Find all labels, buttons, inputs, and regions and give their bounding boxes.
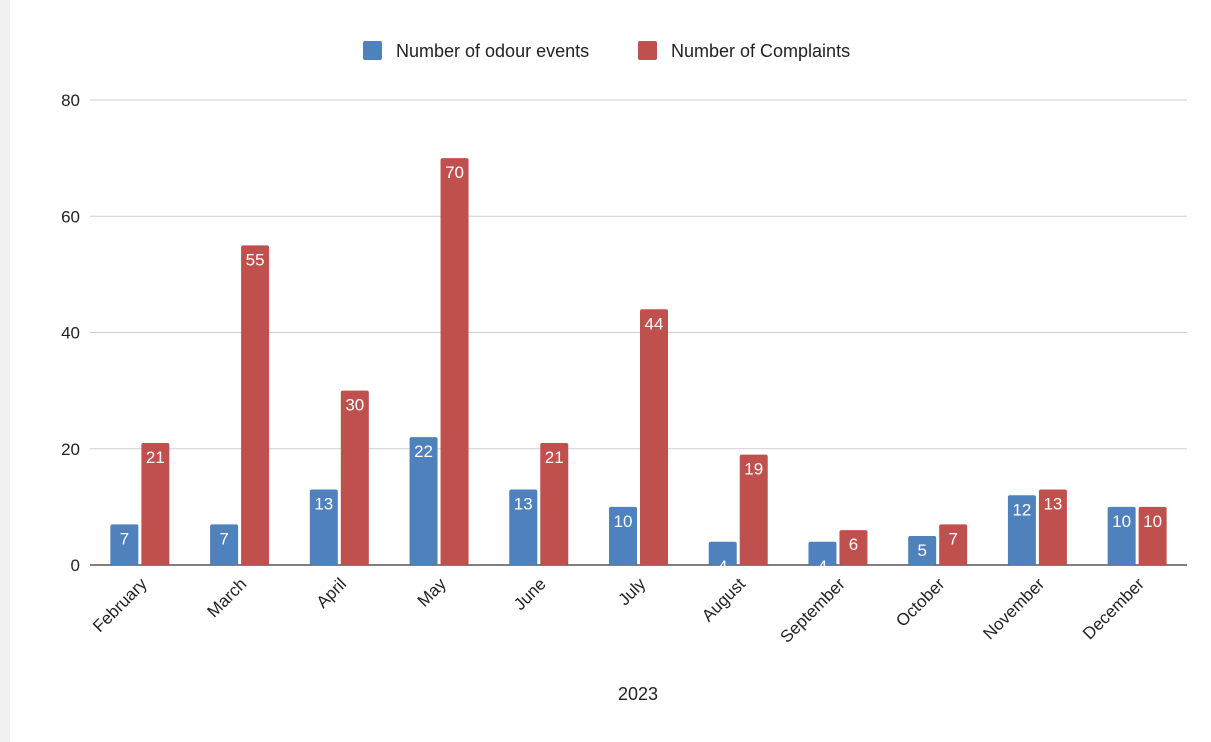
odour-events-bar[interactable]: [210, 524, 239, 565]
x-tick-label: December: [1079, 574, 1148, 643]
x-tick-label: June: [510, 574, 550, 614]
legend-item-odour-events[interactable]: Number of odour events: [363, 41, 589, 61]
y-tick-label: 60: [61, 207, 80, 226]
x-tick-label: July: [615, 574, 650, 609]
complaints-bar-label: 10: [1143, 512, 1162, 531]
x-tick-label: September: [777, 574, 849, 646]
complaints-bar[interactable]: [640, 309, 668, 565]
complaints-bar-label: 21: [545, 448, 564, 467]
odour-events-bar[interactable]: [409, 437, 438, 565]
odour-events-bar[interactable]: [1007, 495, 1036, 565]
complaints-bar[interactable]: [340, 390, 369, 565]
x-axis: February March April May June July August Septe…: [89, 574, 1148, 647]
odour-events-bar[interactable]: [609, 506, 637, 565]
complaints-bar-label: 44: [645, 314, 664, 333]
odour-events-bar-label: 13: [314, 494, 333, 513]
odour-events-bar-label: 4: [718, 557, 727, 576]
x-axis-title: 2023: [618, 684, 658, 704]
legend-label: Number of odour events: [396, 41, 589, 61]
y-tick-label: 80: [61, 91, 80, 110]
odour-events-bar-label: 5: [917, 541, 926, 560]
y-tick-label: 20: [61, 440, 80, 459]
complaints-bar[interactable]: [440, 158, 469, 565]
x-tick-label: March: [204, 574, 251, 621]
complaints-bar-label: 6: [849, 535, 858, 554]
y-axis: 0 20 40 60 80: [61, 91, 80, 575]
odour-events-bar[interactable]: [908, 535, 937, 565]
odour-events-bar[interactable]: [509, 489, 538, 565]
complaints-bar[interactable]: [939, 524, 968, 565]
y-tick-label: 40: [61, 324, 80, 343]
complaints-bar[interactable]: [1038, 489, 1067, 565]
complaints-bar-label: 19: [744, 460, 763, 479]
odour-events-bar[interactable]: [110, 524, 139, 565]
bars: [110, 158, 1167, 565]
complaints-bar[interactable]: [839, 530, 868, 565]
complaints-bar[interactable]: [141, 442, 170, 565]
legend-label: Number of Complaints: [671, 41, 850, 61]
odour-events-bar-label: 13: [514, 494, 533, 513]
odour-events-bar-label: 7: [120, 529, 129, 548]
x-tick-label: April: [313, 574, 350, 611]
odour-events-bar[interactable]: [808, 541, 837, 565]
complaints-bar-label: 30: [345, 396, 364, 415]
odour-events-bar[interactable]: [309, 489, 338, 565]
complaints-bar-label: 7: [948, 529, 957, 548]
odour-events-bar-label: 10: [1112, 512, 1131, 531]
complaints-bar[interactable]: [540, 442, 569, 565]
legend[interactable]: Number of odour events Number of Complain…: [363, 41, 850, 61]
gridlines: [90, 99, 1187, 566]
complaints-bar[interactable]: [739, 454, 768, 565]
odour-events-bar-label: 10: [614, 512, 633, 531]
x-tick-label: February: [89, 574, 151, 636]
odour-events-bar[interactable]: [1107, 506, 1136, 565]
x-tick-label: November: [979, 574, 1048, 643]
complaints-bar-label: 13: [1043, 494, 1062, 513]
complaints-bar[interactable]: [1138, 506, 1167, 565]
odour-events-bar-label: 4: [818, 557, 827, 576]
complaints-bar-label: 21: [146, 448, 165, 467]
y-tick-label: 0: [71, 556, 80, 575]
complaints-bar-label: 55: [246, 250, 265, 269]
odour-events-bar-label: 7: [219, 529, 228, 548]
legend-swatch: [363, 41, 382, 60]
complaints-bar[interactable]: [241, 245, 270, 565]
x-tick-label: October: [892, 574, 948, 630]
odour-events-bar-label: 12: [1012, 500, 1031, 519]
odour-events-bar-label: 22: [414, 442, 433, 461]
chart-card: 0 20 40 60 80 7 21 7 55 13 30 22 70 13 21 10 44 4 19 4 6 5 7 1…: [10, 0, 1211, 742]
odour-events-bar[interactable]: [708, 541, 737, 565]
x-tick-label: August: [698, 574, 749, 625]
legend-swatch: [638, 41, 657, 60]
x-tick-label: May: [414, 574, 450, 610]
complaints-bar-label: 70: [445, 163, 464, 182]
legend-item-complaints[interactable]: Number of Complaints: [638, 41, 850, 61]
